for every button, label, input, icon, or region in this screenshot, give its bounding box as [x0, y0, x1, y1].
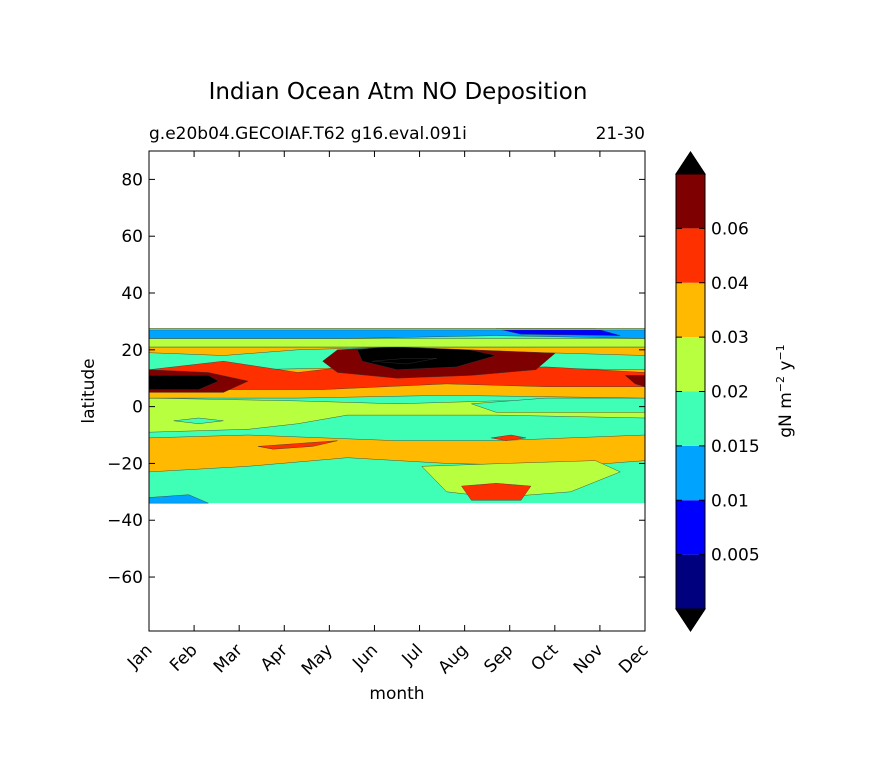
y-tick-label: 40 [121, 284, 143, 304]
x-tick-label: Oct [527, 640, 562, 675]
colorbar-segment [676, 391, 705, 446]
contour-layer [149, 328, 645, 504]
y-axis: 80 60 40 20 0 −20 −40 −60 [107, 170, 645, 588]
chart-subtitle-left: g.e20b04.GECOIAF.T62 g16.eval.091i [149, 124, 467, 144]
y-tick-label: 60 [121, 227, 143, 247]
colorbar-segment [676, 500, 705, 555]
colorbar-segment [676, 228, 705, 283]
plot-area [148, 150, 646, 632]
x-tick-label: Jan [123, 640, 156, 673]
x-tick-label: Jul [398, 640, 427, 669]
y-tick-label: −60 [107, 568, 143, 588]
colorbar-tick-label: 0.03 [711, 328, 749, 348]
colorbar-segment [676, 445, 705, 501]
x-tick-label: Mar [210, 640, 247, 677]
x-tick-label: Nov [570, 640, 608, 678]
x-tick-label: Feb [166, 640, 201, 675]
colorbar [675, 151, 706, 632]
y-axis-label: latitude [79, 358, 99, 423]
south-orange-patch [461, 483, 532, 501]
chart-title: Indian Ocean Atm NO Deposition [209, 79, 588, 105]
x-tick-label: May [298, 640, 337, 679]
north-cyan-strip [149, 338, 645, 348]
y-tick-label: 80 [121, 170, 143, 190]
tiny-cyan-south [173, 417, 224, 424]
colorbar-segment [676, 337, 705, 392]
jul-core [372, 358, 437, 365]
colorbar-ticks: 0.005 0.01 0.015 0.02 0.03 0.04 0.06 [676, 219, 760, 566]
colorbar-extend-top [675, 151, 706, 175]
colorbar-tick-label: 0.015 [711, 437, 760, 457]
colorbar-segment [676, 554, 705, 609]
north-edge-cyan-top [149, 328, 645, 331]
y-tick-label: 0 [132, 398, 143, 418]
dec-red [624, 375, 645, 387]
x-tick-label: Apr [257, 640, 292, 675]
plot-frame [148, 150, 646, 632]
colorbar-segment [676, 174, 705, 229]
tiny-orange-sep [491, 434, 527, 441]
x-tick-label: Sep [480, 640, 517, 677]
colorbar-label: gN m−2 y−1 [774, 344, 796, 437]
colorbar-tick-label: 0.02 [711, 383, 749, 403]
x-axis-label: month [369, 684, 424, 704]
south-green-band [149, 434, 645, 473]
y-tick-label: −20 [107, 454, 143, 474]
colorbar-tick-label: 0.06 [711, 219, 749, 239]
colorbar-tick-label: 0.01 [711, 491, 749, 511]
chart-subtitle-right: 21-30 [596, 124, 645, 144]
y-tick-label: −40 [107, 511, 143, 531]
equatorial-blue-lobe [471, 397, 645, 413]
orange-streak [258, 440, 338, 450]
colorbar-outline [675, 151, 706, 632]
x-tick-label: Aug [435, 640, 473, 678]
y-tick-label: 20 [121, 341, 143, 361]
colorbar-segment [676, 282, 705, 338]
x-tick-label: Jun [348, 640, 382, 674]
sw-blue-strip [149, 494, 209, 504]
x-tick-label: Dec [615, 640, 652, 677]
jan-maroon [149, 375, 219, 390]
colorbar-tick-label: 0.005 [711, 546, 760, 566]
colorbar-extend-bottom [675, 608, 706, 632]
colorbar-tick-label: 0.04 [711, 274, 749, 294]
